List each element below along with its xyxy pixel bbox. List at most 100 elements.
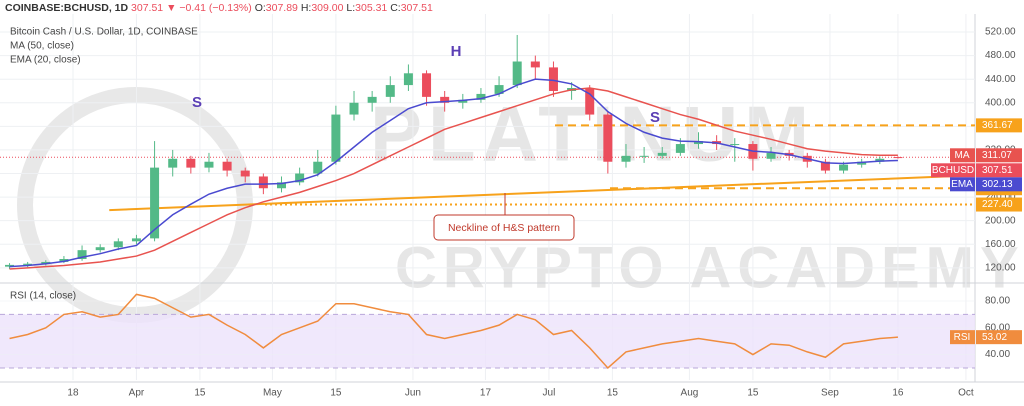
x-tick-label: May (263, 388, 282, 399)
y-tick-label: 160.00 (985, 239, 1016, 250)
candle-body (113, 241, 123, 248)
candle-body (422, 73, 432, 97)
candle-body (385, 85, 395, 97)
y-tick-label: 480.00 (985, 50, 1016, 61)
candle-body (186, 158, 196, 168)
ohlc-key: C: (390, 2, 401, 14)
x-tick-label: Aug (681, 388, 699, 399)
candle-body (313, 161, 323, 174)
candle-body (258, 176, 268, 189)
candle-body (839, 164, 849, 171)
candle-body (440, 96, 450, 103)
candle-body (548, 67, 558, 91)
close-tag-value-bg (976, 163, 1022, 178)
line-ema (9, 78, 898, 268)
chart-title: Bitcoin Cash / U.S. Dollar, 1D, COINBASE (10, 27, 198, 38)
candle-body (857, 161, 867, 165)
ema-tag-name: EMA (951, 179, 973, 190)
candle-body (168, 158, 178, 168)
candle-body (95, 247, 105, 251)
x-tick-label: 15 (194, 388, 206, 399)
x-tick-label: Jul (543, 388, 556, 399)
rsi-tick-label: 40.00 (985, 349, 1010, 360)
y-tick-label: 440.00 (985, 74, 1016, 85)
x-tick-label: 15 (330, 388, 342, 399)
x-tick-label: 18 (67, 388, 79, 399)
change: ▼ −0.41 (−0.13%) (166, 2, 252, 14)
ohlc-key: H: (301, 2, 312, 14)
ma-tag-name-bg (950, 148, 975, 163)
x-tick-label: 16 (892, 388, 904, 399)
candle-body (240, 170, 250, 177)
callout-text: Neckline of H&S pattern (448, 222, 560, 234)
candle-body (639, 155, 649, 157)
candle-body (585, 88, 595, 115)
x-tick-label: Jun (405, 388, 421, 399)
x-tick-label: 15 (747, 388, 759, 399)
candle-body (766, 152, 776, 159)
ohlc-key: O: (255, 2, 266, 14)
candle-body (530, 61, 540, 68)
x-tick-label: Oct (958, 388, 974, 399)
candle-body (476, 93, 486, 100)
candle-body (5, 264, 15, 267)
rsi-tag-value-bg (976, 330, 1022, 345)
candle-body (893, 157, 903, 159)
rsi-tick-label: 60.00 (985, 322, 1010, 333)
candle-body (403, 73, 413, 86)
callout-box (433, 214, 575, 241)
candle-body (512, 61, 522, 86)
candle-body (657, 152, 667, 156)
ohlc-value: 307.51 (401, 2, 433, 14)
y-tick-label: 400.00 (985, 97, 1016, 108)
candle-body (77, 250, 87, 260)
candle-body (41, 261, 51, 264)
rsi-tick-label: 80.00 (985, 296, 1010, 307)
legend-ma: MA (50, close) (10, 41, 74, 52)
candle-body (621, 155, 631, 162)
ma-tag-value-bg (976, 148, 1022, 163)
level-tag-value-bg (976, 118, 1022, 133)
candle-body (875, 158, 885, 162)
rsi-tag-value: 53.02 (982, 332, 1007, 343)
ohlc-key: L: (346, 2, 355, 14)
candle-body (603, 114, 613, 162)
x-tick-label: Sep (821, 388, 839, 399)
ema-tag-name-bg (950, 177, 975, 192)
bch-name: BCHUSD (932, 165, 974, 176)
candle-body (331, 114, 341, 162)
candle-body (694, 141, 704, 145)
y-tick-label: 520.00 (985, 27, 1016, 38)
rsi-tag-name-bg (950, 330, 975, 345)
candle-body (675, 144, 685, 153)
y-tick-label: 120.00 (985, 262, 1016, 273)
close-tag-value: 307.51 (982, 165, 1013, 176)
level-tag-value: 361.67 (982, 120, 1013, 131)
y-tick-label: 200.00 (985, 215, 1016, 226)
candle-body (494, 85, 504, 94)
candle-body (458, 99, 468, 103)
last-price: 307.51 (131, 2, 163, 14)
rsi-band (0, 314, 975, 368)
line-ma (9, 87, 898, 270)
candle-body (367, 96, 377, 103)
bch-name-bg (931, 163, 975, 178)
pattern-label: S (650, 109, 660, 126)
ema-tag-value: 302.13 (982, 179, 1013, 190)
candle-body (349, 102, 359, 115)
candle-body (276, 182, 286, 189)
level-tag-value-bg (976, 197, 1022, 212)
rsi-tag-name: RSI (954, 332, 971, 343)
ema-tag-value-bg (976, 177, 1022, 192)
candle-body (204, 161, 214, 168)
y-tick-label: 240.00 (985, 192, 1016, 203)
candle-body (222, 161, 232, 171)
pattern-label: S (192, 94, 202, 111)
x-tick-label: 15 (607, 388, 619, 399)
candle-body (295, 173, 305, 183)
x-tick-label: Apr (129, 388, 145, 399)
rsi-line (9, 293, 899, 370)
candle-body (820, 161, 830, 171)
